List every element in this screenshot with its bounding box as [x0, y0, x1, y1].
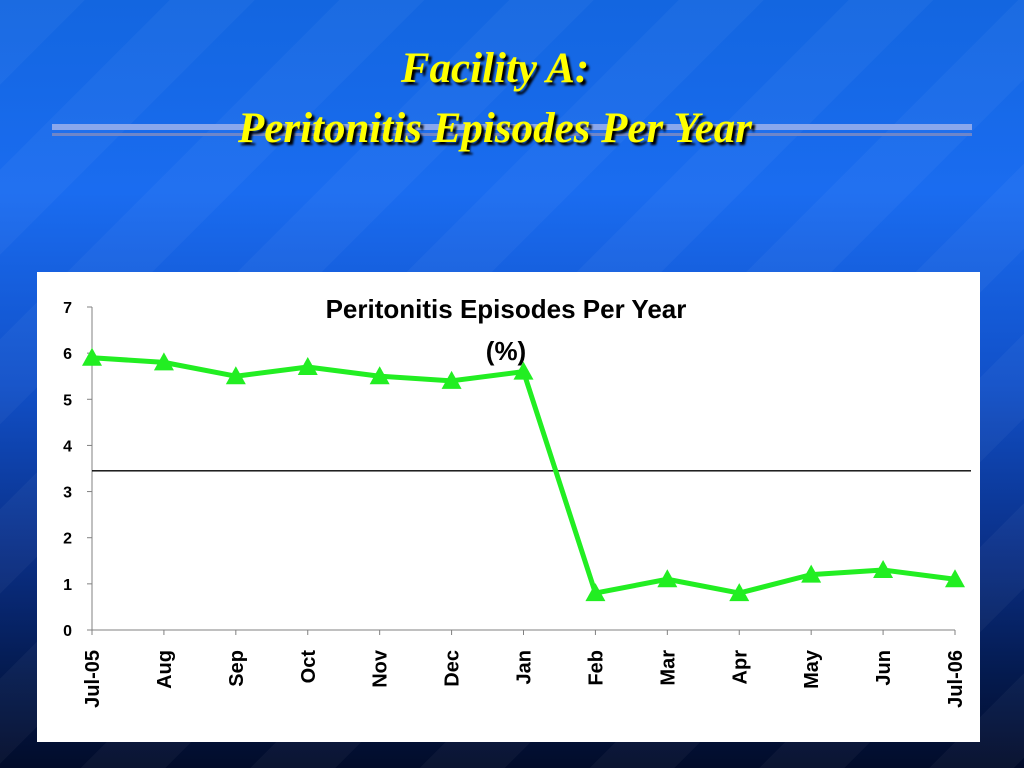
slide-title-line-1: Facility A:: [400, 45, 590, 92]
chart-panel: Peritonitis Episodes Per Year (%) Jul-05 A…: [37, 272, 980, 742]
x-tick-label: Jan: [514, 650, 536, 684]
x-tick-label: May: [801, 649, 823, 689]
data-point-marker: [153, 352, 174, 371]
x-tick-labels: Jul-05 Aug Sep Oct Nov Dec Jan Feb Mar Apr May Jun J…: [82, 649, 967, 708]
data-point-marker: [729, 583, 750, 602]
x-tick-label: Sep: [226, 650, 248, 687]
x-tick-label: Jul-06: [945, 650, 967, 708]
data-point-marker: [369, 366, 390, 385]
data-point-marker: [945, 569, 965, 588]
data-point-marker: [297, 356, 318, 375]
line-chart: Peritonitis Episodes Per Year (%) Jul-05 A…: [63, 294, 971, 708]
x-tick-label: Oct: [298, 650, 320, 684]
y-tick-label: 6: [63, 346, 72, 363]
data-point-marker: [441, 370, 462, 389]
chart-title-line-1: Peritonitis Episodes Per Year: [326, 294, 687, 324]
data-point-marker: [82, 347, 102, 366]
data-point-marker: [225, 366, 246, 385]
x-tick-label: Dec: [442, 650, 464, 687]
title-underline-top: [52, 124, 972, 130]
y-tick-label: 1: [63, 577, 72, 594]
title-underline-bottom: [52, 133, 972, 136]
chart-title: Peritonitis Episodes Per Year (%): [326, 294, 687, 366]
data-point-marker: [513, 361, 534, 380]
x-tick-label: Jul-05: [82, 650, 104, 708]
x-tick-label: Aug: [154, 650, 176, 689]
chart-title-line-2: (%): [486, 336, 526, 366]
x-tick-label: Mar: [657, 650, 679, 686]
slide-title-line-2: Peritonitis Episodes Per Year: [237, 105, 753, 152]
series-group: [82, 347, 965, 602]
x-tick-label: Jun: [873, 650, 895, 686]
y-tick-label: 3: [63, 485, 72, 502]
y-tick-label: 2: [63, 531, 72, 548]
y-tick-label: 5: [63, 392, 72, 409]
x-tick-label: Apr: [729, 650, 751, 685]
series-line: [91, 355, 956, 596]
data-point-marker: [657, 569, 678, 588]
data-point-marker: [585, 583, 606, 602]
x-tick-label: Nov: [370, 649, 392, 688]
x-tick-label: Feb: [585, 650, 607, 686]
y-tick-labels: 0 1 2 3 4 5 6 7: [63, 300, 72, 640]
data-point-marker: [873, 560, 894, 579]
y-tick-label: 4: [63, 438, 72, 455]
y-tick-label: 7: [63, 300, 72, 317]
data-point-marker: [801, 564, 822, 583]
y-tick-label: 0: [63, 623, 72, 640]
